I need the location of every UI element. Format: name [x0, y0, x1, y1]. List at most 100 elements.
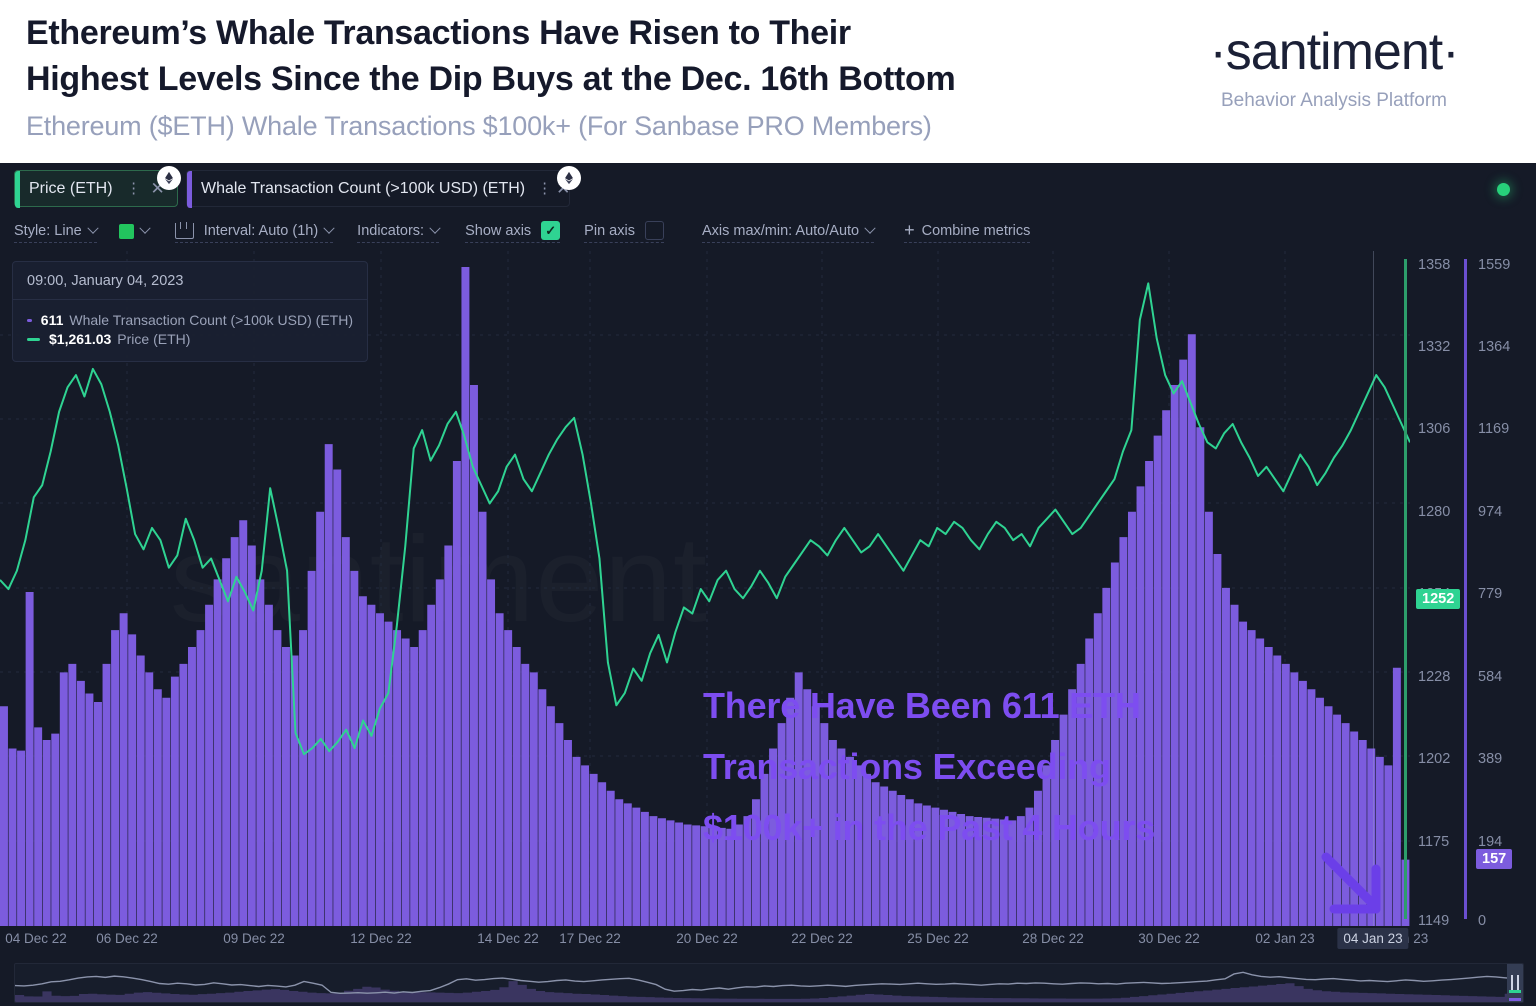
- axis-line: [1404, 259, 1407, 919]
- tooltip-timestamp: 09:00, January 04, 2023: [13, 262, 367, 300]
- axis-tick: 1169: [1478, 421, 1510, 437]
- pin-axis-toggle[interactable]: Pin axis: [584, 219, 664, 243]
- axis-line: [1464, 259, 1467, 919]
- chevron-down-icon: [139, 222, 151, 234]
- axis-tick: 1332: [1418, 339, 1451, 355]
- tab-accent-bar: [187, 171, 192, 208]
- chart-annotation: There Have Been 611 ETH Transactions Exc…: [703, 675, 1303, 858]
- axis-tick: 1559: [1478, 257, 1511, 273]
- tab-label: Whale Transaction Count (>100k USD) (ETH…: [201, 179, 526, 197]
- brand-name: ·santiment·: [1209, 23, 1459, 81]
- x-tick: 22 Dec 22: [791, 931, 853, 946]
- x-tick: 17 Dec 22: [559, 931, 621, 946]
- x-tick: 14 Dec 22: [477, 931, 539, 946]
- x-tick: 09 Dec 22: [223, 931, 285, 946]
- down-right-arrow-icon: [1321, 852, 1381, 914]
- kebab-menu-icon[interactable]: ⋮: [126, 179, 142, 197]
- tab-accent-bar: [15, 171, 20, 208]
- annotation-line-2: Transactions Exceeding: [703, 746, 1111, 787]
- plot-area: [0, 251, 1410, 926]
- navigator-whale-marker: [1509, 998, 1521, 1001]
- page-title: Ethereum’s Whale Transactions Have Risen…: [26, 10, 1206, 102]
- tooltip-series-name: Whale Transaction Count (>100k USD) (ETH…: [69, 312, 353, 328]
- axis-tick: 974: [1478, 504, 1503, 520]
- chart-tooltip: 09:00, January 04, 2023 611 Whale Transa…: [12, 261, 368, 362]
- series-color-dash-icon: [27, 337, 40, 341]
- x-tick: 06 Dec 22: [96, 931, 158, 946]
- interval-icon: [174, 221, 194, 239]
- axis-tick: 1306: [1418, 421, 1451, 437]
- axis-tick: 584: [1478, 669, 1503, 685]
- axis-tick: 1175: [1418, 834, 1450, 850]
- indicators-dropdown[interactable]: Indicators:: [357, 219, 441, 243]
- price-current-value-badge: 1252: [1416, 589, 1461, 609]
- axis-minmax-label: Axis max/min: Auto/Auto: [701, 222, 860, 239]
- color-picker[interactable]: [118, 219, 151, 243]
- crosshair-x-label: 04 Jan 23: [1337, 928, 1409, 949]
- chart-toolbar: Style: Line Interval: Auto (1h) Indicato…: [0, 215, 1536, 247]
- eth-coin-icon: [157, 166, 181, 190]
- x-tick: 20 Dec 22: [676, 931, 738, 946]
- tab-label: Price (ETH): [29, 179, 113, 197]
- axis-tick: 1364: [1478, 339, 1511, 355]
- metric-tabs: Price (ETH) ⋮ ✕ Whale Transaction Count …: [0, 163, 1536, 211]
- chevron-down-icon: [323, 222, 335, 234]
- axis-tick: 1202: [1418, 751, 1451, 767]
- navigator-bars: [15, 981, 1523, 1002]
- crosshair-vertical-line: [1373, 251, 1374, 926]
- chevron-down-icon: [87, 222, 99, 234]
- x-tick: 12 Dec 22: [350, 931, 412, 946]
- axis-tick: 1358: [1418, 257, 1451, 273]
- interval-dropdown[interactable]: Interval: Auto (1h): [174, 219, 335, 243]
- page-subtitle: Ethereum ($ETH) Whale Transactions $100k…: [26, 111, 932, 141]
- santiment-logo: ·santiment· Behavior Analysis Platform: [1154, 22, 1514, 112]
- checkbox-unchecked-icon[interactable]: [644, 221, 664, 240]
- live-status-dot: [1497, 183, 1510, 196]
- combine-metrics-button[interactable]: + Combine metrics: [904, 219, 1031, 243]
- tooltip-row-price: $1,261.03 Price (ETH): [27, 331, 353, 347]
- header-text-block: Ethereum’s Whale Transactions Have Risen…: [26, 10, 1206, 146]
- annotation-line-3: $100k+ in the Past 4 Hours: [703, 807, 1156, 848]
- axis-tick: 1228: [1418, 669, 1451, 685]
- chart-application: Price (ETH) ⋮ ✕ Whale Transaction Count …: [0, 163, 1536, 1006]
- tooltip-value: 611: [40, 312, 64, 328]
- whale-axis[interactable]: 1559 1364 1169 974 779 584 389 194 0 157: [1464, 251, 1536, 926]
- axis-tick: 1280: [1418, 504, 1451, 520]
- indicators-label: Indicators:: [357, 222, 425, 239]
- range-navigator[interactable]: [14, 963, 1524, 1003]
- price-line: [0, 282, 1410, 756]
- series-color-dash-icon: [27, 318, 32, 322]
- interval-label: Interval: Auto (1h): [203, 222, 319, 239]
- checkbox-checked-icon[interactable]: ✓: [541, 221, 561, 240]
- navigator-preview: [15, 971, 1523, 1002]
- grip-line: [1517, 975, 1519, 993]
- x-tick: 04 Dec 22: [5, 931, 67, 946]
- title-line-2: Highest Levels Since the Dip Buys at the…: [26, 60, 956, 98]
- x-tick: 28 Dec 22: [1022, 931, 1084, 946]
- x-axis: 04 Dec 22 06 Dec 22 09 Dec 22 12 Dec 22 …: [0, 926, 1536, 956]
- axis-tick: 389: [1478, 751, 1503, 767]
- axis-tick: 194: [1478, 834, 1503, 850]
- axis-minmax-dropdown[interactable]: Axis max/min: Auto/Auto: [701, 219, 876, 243]
- style-dropdown[interactable]: Style: Line: [14, 219, 99, 243]
- eth-coin-icon: [557, 166, 581, 190]
- whale-current-value-badge: 157: [1476, 849, 1513, 869]
- show-axis-toggle[interactable]: Show axis ✓: [465, 219, 561, 243]
- chart-canvas[interactable]: santiment: [0, 251, 1536, 926]
- grip-line: [1511, 975, 1513, 993]
- tab-whale-transaction-count[interactable]: Whale Transaction Count (>100k USD) (ETH…: [186, 170, 570, 208]
- combine-metrics-label: Combine metrics: [921, 222, 1031, 239]
- navigator-price-marker: [1509, 990, 1521, 993]
- tab-price-eth[interactable]: Price (ETH) ⋮ ✕: [14, 170, 178, 208]
- plus-icon: +: [904, 220, 915, 240]
- axis-tick: 1149: [1418, 913, 1450, 926]
- price-axis[interactable]: 1358 1332 1306 1280 1254 1228 1202 1175 …: [1404, 251, 1464, 926]
- ethereum-diamond-icon: [565, 171, 573, 185]
- axis-tick: 779: [1478, 586, 1503, 602]
- x-tick: 25 Dec 22: [907, 931, 969, 946]
- tooltip-series-name: Price (ETH): [117, 331, 191, 347]
- chevron-down-icon: [864, 222, 876, 234]
- style-label: Style: Line: [14, 222, 82, 239]
- navigator-price-line: [15, 971, 1523, 995]
- kebab-menu-icon[interactable]: ⋮: [537, 179, 553, 197]
